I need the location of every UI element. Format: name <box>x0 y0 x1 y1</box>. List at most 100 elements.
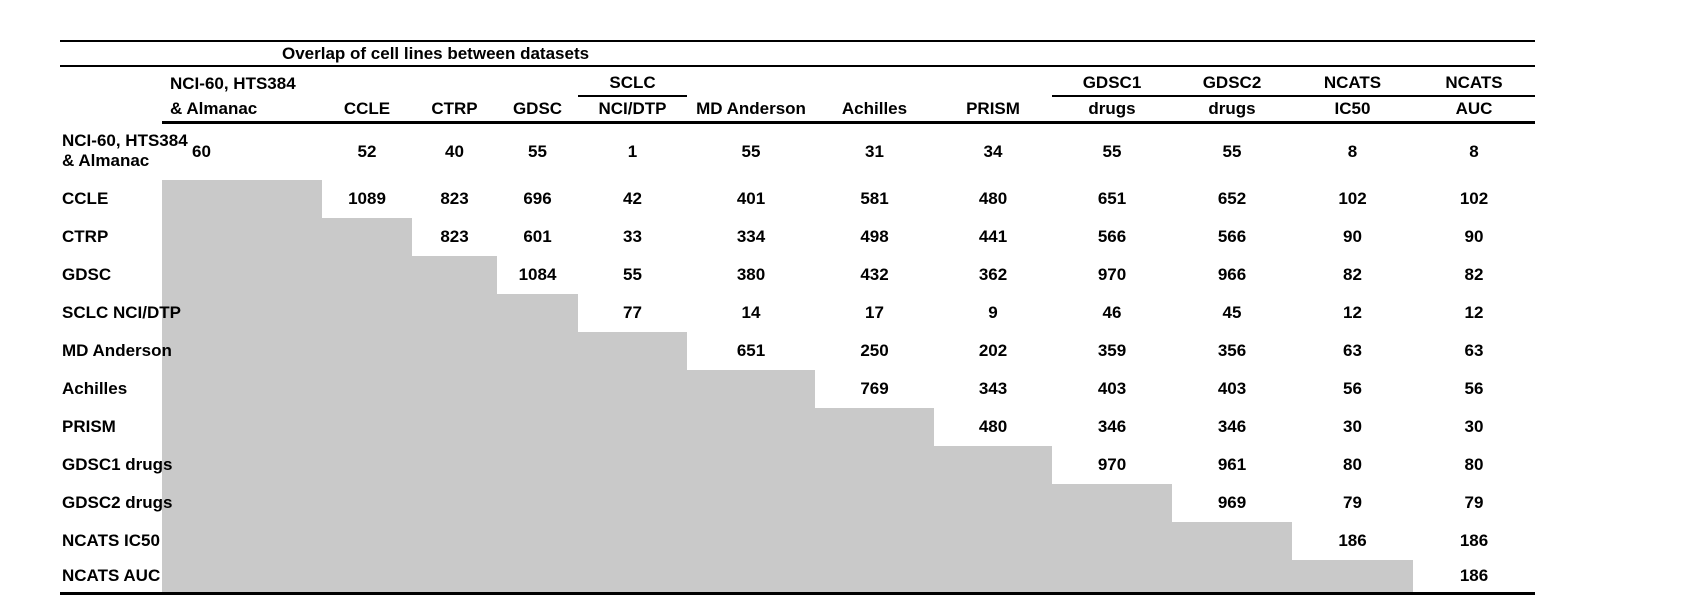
value-cell: 769 <box>860 379 889 398</box>
value-cell <box>1052 522 1172 560</box>
table-row: PRISM 480 346 346 30 30 <box>60 408 1535 446</box>
value-cell: 80 <box>1343 455 1362 474</box>
value-cell: 498 <box>860 227 889 246</box>
column-subheader: CTRP <box>412 96 497 124</box>
value-cell <box>497 484 578 522</box>
value-cell: 102 <box>1338 189 1367 208</box>
value-cell <box>497 560 578 594</box>
value-cell <box>578 484 687 522</box>
value-cell <box>162 180 322 218</box>
value-cell: 56 <box>1343 379 1362 398</box>
value-cell: 1084 <box>518 265 557 284</box>
value-cell <box>497 446 578 484</box>
value-cell: 346 <box>1217 417 1247 436</box>
row-label: GDSC <box>62 265 112 284</box>
value-cell: 55 <box>623 265 642 284</box>
value-cell <box>815 522 934 560</box>
row-label: NCATS IC50 <box>62 531 160 550</box>
value-cell: 30 <box>1343 417 1362 436</box>
column-subheader: NCI/DTP <box>578 96 687 124</box>
table-row: NCATS AUC 186 <box>60 560 1535 594</box>
value-cell: 90 <box>1343 227 1362 246</box>
column-subheader: IC50 <box>1292 96 1413 124</box>
value-cell <box>578 560 687 594</box>
column-header <box>322 67 412 96</box>
value-cell: 12 <box>1343 303 1362 322</box>
value-cell: 566 <box>1217 227 1247 246</box>
header-corner <box>60 67 162 96</box>
column-subheader: CCLE <box>322 96 412 124</box>
value-cell <box>1172 522 1292 560</box>
value-cell <box>815 446 934 484</box>
row-label: Achilles <box>62 379 128 398</box>
value-cell <box>578 408 687 446</box>
table-row: NCI-60, HTS384 & Almanac 60 52 40 55 1 55 31 34 5… <box>60 123 1535 181</box>
value-cell: 90 <box>1464 227 1484 246</box>
column-header <box>934 67 1052 96</box>
value-cell <box>162 370 322 408</box>
value-cell: 8 <box>1347 142 1358 161</box>
value-cell <box>162 560 322 594</box>
value-cell: 186 <box>1459 531 1489 550</box>
table-row: GDSC 1084 55 380 432 362 970 966 82 82 <box>60 256 1535 294</box>
value-cell <box>1292 560 1413 594</box>
value-cell: 33 <box>623 227 642 246</box>
value-cell: 1089 <box>348 189 386 208</box>
value-cell: 359 <box>1097 341 1127 360</box>
value-cell: 79 <box>1464 493 1484 512</box>
value-cell: 581 <box>860 189 889 208</box>
column-subheader: GDSC <box>497 96 578 124</box>
value-cell <box>934 560 1052 594</box>
value-cell: 30 <box>1464 417 1484 436</box>
value-cell: 80 <box>1464 455 1484 474</box>
header-row-bottom: & Almanac CCLE CTRP GDSC NCI/DTP MD Ande… <box>60 96 1535 124</box>
header-corner <box>60 96 162 123</box>
value-cell <box>322 218 412 256</box>
value-cell: 441 <box>978 227 1008 246</box>
column-subheader: & Almanac <box>162 96 322 124</box>
value-cell <box>687 446 815 484</box>
table-row: GDSC2 drugs 969 79 79 <box>60 484 1535 522</box>
row-label: SCLC NCI/DTP <box>62 303 181 322</box>
value-cell <box>578 370 687 408</box>
column-header <box>412 67 497 96</box>
overlap-table-body: NCI-60, HTS384 & Almanac 60 52 40 55 1 55 31 34 5… <box>60 123 1535 594</box>
value-cell: 46 <box>1102 303 1122 322</box>
table-row: CCLE 1089 823 696 42 401 581 480 651 652 102 102 <box>60 180 1535 218</box>
value-cell <box>497 408 578 446</box>
row-label: GDSC2 drugs <box>62 493 173 512</box>
value-cell: 34 <box>983 142 1003 161</box>
column-header-gdsc2: GDSC2 <box>1172 67 1292 97</box>
value-cell: 346 <box>1097 417 1127 436</box>
value-cell <box>412 370 497 408</box>
value-cell: 186 <box>1459 566 1489 585</box>
value-cell: 250 <box>860 341 889 360</box>
value-cell <box>322 560 412 594</box>
value-cell: 970 <box>1097 265 1127 284</box>
value-cell: 696 <box>523 189 552 208</box>
value-cell <box>687 484 815 522</box>
row-label: NCI-60, HTS384 & Almanac <box>62 131 188 171</box>
value-cell <box>1052 484 1172 522</box>
value-cell: 79 <box>1343 493 1362 512</box>
value-cell <box>1172 560 1292 594</box>
row-label: PRISM <box>62 417 116 436</box>
value-cell <box>497 332 578 370</box>
table-row: Achilles 769 343 403 403 56 56 <box>60 370 1535 408</box>
value-cell <box>322 484 412 522</box>
value-cell: 55 <box>528 142 547 161</box>
value-cell <box>687 522 815 560</box>
value-cell <box>687 408 815 446</box>
value-cell <box>412 446 497 484</box>
value-cell <box>162 484 322 522</box>
column-header <box>815 67 934 96</box>
value-cell <box>322 522 412 560</box>
value-cell: 651 <box>736 341 766 360</box>
value-cell: 334 <box>736 227 766 246</box>
overlap-matrix: NCI-60, HTS384 SCLC GDSC1 GDSC2 NCATS NC… <box>60 67 1535 595</box>
value-cell: 102 <box>1459 189 1489 208</box>
value-cell <box>322 446 412 484</box>
value-cell: 651 <box>1097 189 1127 208</box>
value-cell <box>322 408 412 446</box>
